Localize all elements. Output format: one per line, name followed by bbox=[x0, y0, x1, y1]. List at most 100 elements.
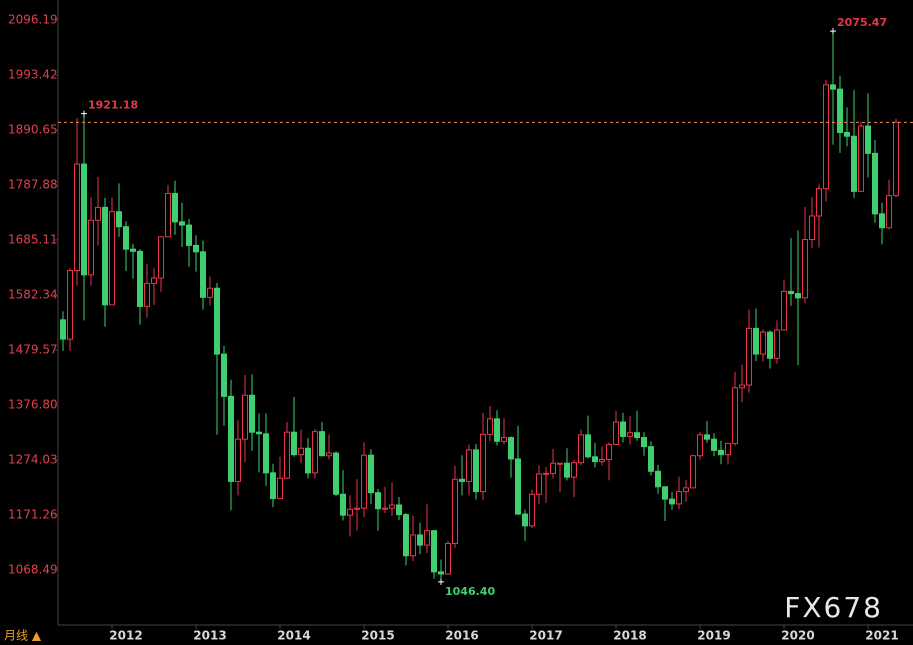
candle-body bbox=[277, 477, 283, 500]
candle-body bbox=[480, 433, 486, 493]
candle-body bbox=[228, 395, 234, 482]
x-tick-label: 2017 bbox=[529, 629, 562, 643]
candle-body bbox=[347, 508, 353, 516]
candle-body bbox=[578, 434, 584, 464]
candle-body bbox=[333, 452, 339, 495]
candle-body bbox=[844, 131, 850, 137]
candle-body bbox=[291, 431, 297, 456]
candle-body bbox=[305, 447, 311, 474]
candle-body bbox=[60, 319, 66, 340]
candle-body bbox=[326, 452, 332, 457]
candle-body bbox=[424, 530, 430, 546]
candle-body bbox=[585, 434, 591, 458]
x-tick-label: 2018 bbox=[613, 629, 646, 643]
y-tick-label: 1582.34 bbox=[8, 287, 58, 301]
candle-body bbox=[382, 507, 388, 510]
candle-body bbox=[207, 287, 213, 298]
candle-body bbox=[879, 213, 885, 229]
candle-body bbox=[242, 394, 248, 440]
candle-body bbox=[760, 331, 766, 355]
extreme-label: 1046.40 bbox=[445, 585, 495, 598]
candle-body bbox=[312, 431, 318, 474]
y-tick-label: 1479.57 bbox=[8, 342, 58, 356]
candle-body bbox=[172, 192, 178, 223]
candle-body bbox=[536, 473, 542, 495]
candle-body bbox=[459, 478, 465, 482]
candle-body bbox=[830, 84, 836, 90]
candle-body bbox=[151, 277, 157, 284]
x-tick-label: 2019 bbox=[697, 629, 730, 643]
candle-body bbox=[214, 287, 220, 355]
candle-body bbox=[606, 443, 612, 460]
y-tick-label: 2096.19 bbox=[8, 12, 58, 26]
candle-body bbox=[438, 571, 444, 575]
candle-body bbox=[445, 543, 451, 575]
y-tick-label: 1376.80 bbox=[8, 397, 58, 411]
candle-body bbox=[263, 433, 269, 474]
candle-body bbox=[858, 125, 864, 192]
candle-body bbox=[816, 188, 822, 217]
candle-body bbox=[249, 394, 255, 433]
candle-body bbox=[375, 492, 381, 510]
candle-body bbox=[270, 472, 276, 500]
candle-body bbox=[74, 163, 80, 272]
candle-body bbox=[165, 192, 171, 238]
candle-body bbox=[193, 244, 199, 253]
candle-body bbox=[473, 449, 479, 493]
candle-body bbox=[746, 327, 752, 386]
candle-body bbox=[319, 431, 325, 457]
candle-body bbox=[676, 491, 682, 505]
period-label[interactable]: 月线 ▲ bbox=[4, 629, 42, 643]
candle-body bbox=[795, 293, 801, 299]
candle-body bbox=[704, 434, 710, 440]
x-tick-label: 2016 bbox=[445, 629, 478, 643]
candle-body bbox=[116, 211, 122, 228]
candle-body bbox=[200, 251, 206, 298]
candle-body bbox=[872, 152, 878, 215]
candle-body bbox=[221, 353, 227, 397]
candle-body bbox=[753, 327, 759, 355]
watermark: FX678 bbox=[784, 591, 883, 624]
y-tick-label: 1171.26 bbox=[8, 507, 58, 521]
x-tick-label: 2021 bbox=[865, 629, 898, 643]
candle-body bbox=[102, 206, 108, 306]
candle-body bbox=[130, 248, 136, 252]
candle-body bbox=[557, 462, 563, 465]
x-tick-label: 2015 bbox=[361, 629, 394, 643]
candle-body bbox=[788, 290, 794, 295]
candle-body bbox=[529, 493, 535, 527]
candle-body bbox=[403, 514, 409, 557]
candle-body bbox=[774, 329, 780, 359]
candle-body bbox=[158, 236, 164, 279]
candle-body bbox=[739, 384, 745, 389]
candle-body bbox=[396, 504, 402, 516]
candle-body bbox=[648, 446, 654, 472]
candle-body bbox=[823, 84, 829, 190]
x-tick-label: 2012 bbox=[109, 629, 142, 643]
candle-body bbox=[501, 437, 507, 442]
extreme-label: 1921.18 bbox=[88, 99, 138, 112]
candle-body bbox=[95, 206, 101, 221]
candle-body bbox=[466, 449, 472, 482]
candle-body bbox=[662, 486, 668, 500]
candle-body bbox=[683, 487, 689, 493]
candle-body bbox=[256, 431, 262, 435]
candle-body bbox=[732, 387, 738, 444]
candle-body bbox=[186, 224, 192, 246]
candle-body bbox=[851, 135, 857, 192]
candle-body bbox=[767, 331, 773, 359]
x-tick-label: 2020 bbox=[781, 629, 814, 643]
candle-body bbox=[235, 438, 241, 482]
candle-body bbox=[109, 211, 115, 306]
candle-body bbox=[571, 462, 577, 478]
candle-body bbox=[669, 498, 675, 505]
candle-body bbox=[697, 434, 703, 457]
candle-body bbox=[599, 458, 605, 463]
candle-body bbox=[634, 432, 640, 439]
candle-body bbox=[655, 470, 661, 488]
candle-body bbox=[781, 290, 787, 331]
candle-body bbox=[361, 454, 367, 509]
candle-body bbox=[886, 195, 892, 229]
y-tick-label: 1685.11 bbox=[8, 232, 58, 246]
candle-body bbox=[368, 454, 374, 494]
